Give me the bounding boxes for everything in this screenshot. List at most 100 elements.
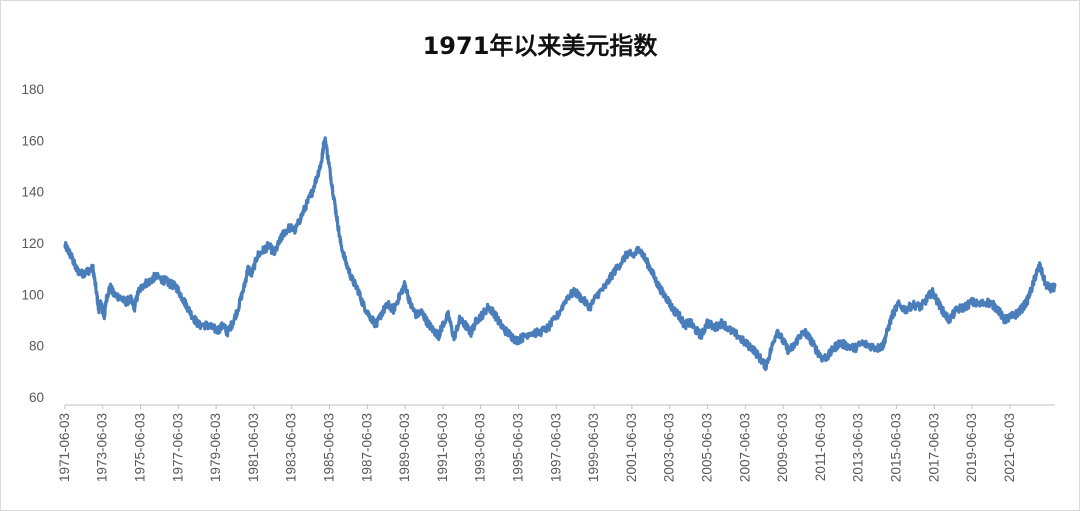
x-tick-label: 1997-06-03 [548, 413, 563, 482]
data-point [619, 262, 622, 265]
data-point [930, 290, 934, 293]
x-tick-label: 2001-06-03 [624, 413, 639, 482]
data-point [556, 313, 560, 317]
data-point [288, 226, 291, 229]
data-point [978, 303, 981, 306]
data-point [345, 262, 348, 265]
data-point [426, 321, 429, 324]
data-point [912, 303, 915, 306]
data-point [660, 290, 664, 293]
data-point [689, 321, 692, 324]
data-point [350, 277, 354, 281]
data-point [515, 339, 518, 342]
data-point [165, 280, 168, 283]
x-tick-label: 2021-06-03 [1002, 413, 1017, 482]
data-point [328, 164, 331, 168]
y-tick-label: 80 [29, 339, 44, 354]
data-point [380, 311, 384, 314]
data-point [356, 288, 359, 291]
data-point [728, 329, 732, 332]
data-point [237, 306, 240, 309]
data-point [528, 331, 531, 334]
data-point [626, 252, 630, 255]
x-tick-label: 2005-06-03 [700, 413, 715, 482]
data-point [815, 349, 819, 352]
data-point [721, 321, 724, 324]
data-point [103, 316, 106, 319]
data-point [827, 354, 830, 358]
data-point [596, 293, 599, 296]
data-point [1025, 300, 1028, 304]
data-point [320, 159, 323, 163]
data-point [197, 323, 200, 327]
data-point [985, 300, 989, 304]
data-point [273, 252, 276, 255]
data-point [261, 249, 265, 252]
data-point [672, 308, 675, 311]
x-tick-label: 1989-06-03 [397, 413, 412, 482]
data-point [95, 293, 99, 296]
data-point [885, 331, 888, 334]
data-point [566, 295, 569, 299]
data-point [655, 280, 658, 283]
data-point [706, 321, 709, 324]
data-point [159, 277, 163, 281]
data-point [222, 323, 225, 327]
x-tick-label: 1985-06-03 [322, 413, 337, 482]
data-point [205, 323, 208, 327]
data-point [638, 246, 641, 250]
x-tick-label: 2013-06-03 [851, 413, 866, 482]
data-point [148, 280, 151, 283]
y-tick-label: 140 [21, 185, 44, 200]
data-point [486, 306, 490, 309]
x-tick-label: 2007-06-03 [737, 413, 752, 482]
data-point [942, 311, 945, 314]
x-tick-label: 1977-06-03 [170, 413, 185, 482]
data-point [299, 216, 303, 219]
data-point [142, 282, 146, 286]
data-point [700, 334, 703, 337]
data-point [643, 257, 647, 260]
data-point [278, 239, 282, 242]
data-point [99, 300, 102, 304]
data-point [537, 331, 541, 334]
data-point [180, 295, 183, 299]
y-tick-label: 180 [21, 82, 44, 97]
data-point [492, 311, 495, 314]
data-point [503, 329, 507, 332]
x-tick-label: 2017-06-03 [926, 413, 941, 482]
x-tick-label: 1987-06-03 [359, 413, 374, 482]
data-point [105, 298, 108, 301]
data-point [781, 339, 784, 342]
data-point [751, 347, 754, 350]
x-tick-label: 2019-06-03 [964, 413, 979, 482]
data-point [475, 318, 478, 322]
data-point [174, 285, 178, 288]
data-point [267, 244, 270, 247]
chart-title: 1971年以来美元指数 [422, 32, 658, 60]
data-point [216, 329, 219, 332]
data-point [588, 306, 592, 309]
data-point [169, 282, 172, 286]
data-point [498, 321, 501, 324]
data-point [520, 336, 524, 340]
data-point [1034, 272, 1038, 275]
data-point [868, 344, 871, 347]
plot-area [63, 136, 1057, 372]
data-point [129, 298, 132, 301]
x-tick-label: 1993-06-03 [473, 413, 488, 482]
data-point [409, 303, 412, 306]
data-point [919, 306, 922, 309]
data-point [632, 254, 635, 257]
data-point [63, 244, 67, 247]
data-point [838, 341, 841, 345]
data-point [743, 341, 747, 345]
data-point [604, 285, 607, 288]
data-point [881, 344, 885, 347]
x-tick-label: 1995-06-03 [511, 413, 526, 482]
data-point [891, 313, 894, 317]
data-point [936, 300, 939, 304]
data-point [415, 313, 418, 317]
data-point [1002, 318, 1006, 322]
data-point [123, 300, 127, 304]
